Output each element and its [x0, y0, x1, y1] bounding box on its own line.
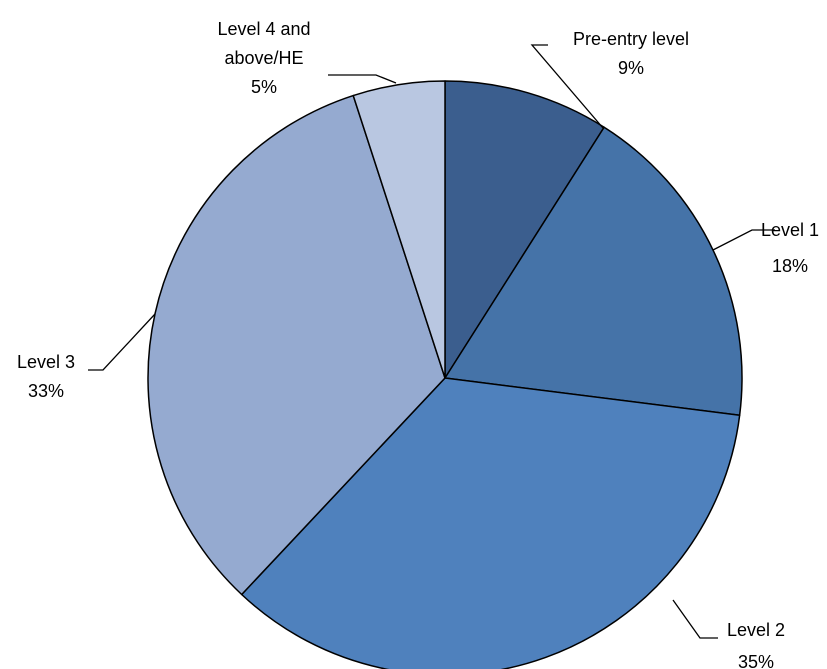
slice-label: Level 4 and above/HE 5% [217, 19, 310, 97]
slice-value-label: 35% [738, 652, 774, 669]
slice-category-label: above/HE [224, 48, 303, 68]
slice-value-label: 5% [251, 77, 277, 97]
pie-slice [352, 80, 446, 379]
pie-slice [444, 126, 743, 416]
pie-slice [240, 377, 741, 669]
slice-value-label: 33% [28, 381, 64, 401]
slice-label: Pre-entry level 9% [573, 29, 689, 78]
leader-line [712, 229, 775, 251]
slice-category-label: Level 1 [761, 220, 819, 240]
slice-value-label: 9% [618, 58, 644, 78]
leader-line [328, 74, 397, 84]
slice-category-label: Pre-entry level [573, 29, 689, 49]
slice-category-label: Level 4 and [217, 19, 310, 39]
slice-label: Level 1 18% [761, 220, 819, 276]
pie-slice [444, 80, 605, 379]
slice-label: Level 2 35% [727, 620, 785, 669]
pie-slice [147, 94, 446, 596]
leader-lines [88, 44, 775, 639]
pie-slices [147, 80, 743, 669]
slice-label: Level 3 33% [17, 352, 75, 401]
slice-value-label: 18% [772, 256, 808, 276]
leader-line [672, 599, 718, 639]
slice-category-label: Level 2 [727, 620, 785, 640]
leader-line [530, 44, 604, 129]
slice-category-label: Level 3 [17, 352, 75, 372]
data-labels: Pre-entry level 9%Level 1 18%Level 2 35%Lev… [17, 19, 819, 669]
leader-line [88, 313, 156, 371]
